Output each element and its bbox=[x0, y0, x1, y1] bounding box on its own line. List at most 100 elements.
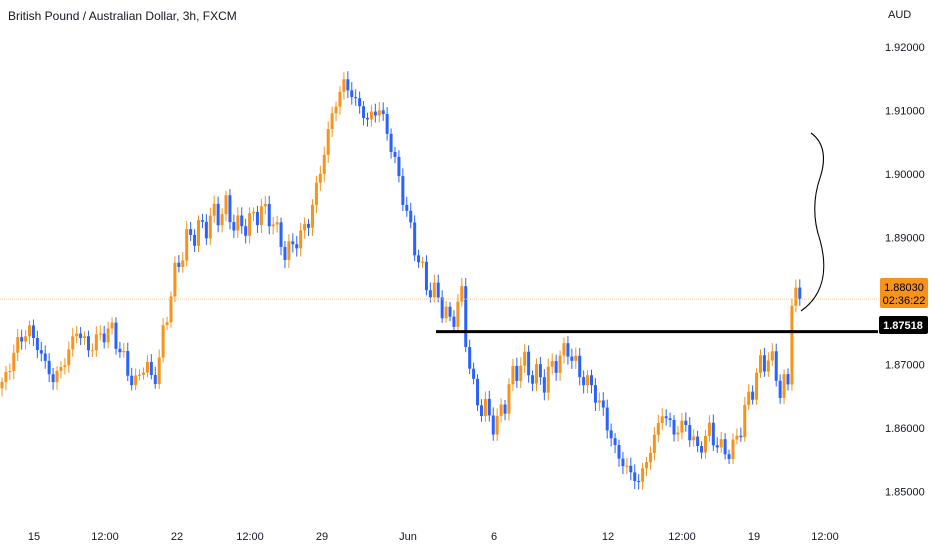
candle-body bbox=[385, 113, 389, 134]
candle-body bbox=[680, 420, 684, 433]
candle bbox=[424, 255, 428, 296]
candle bbox=[570, 348, 574, 369]
candle bbox=[24, 330, 28, 350]
candle bbox=[527, 345, 531, 383]
candle-body bbox=[354, 97, 358, 99]
time-tick-label: 12 bbox=[602, 531, 614, 543]
candle-body bbox=[4, 371, 8, 382]
candle bbox=[114, 317, 118, 355]
candle-body bbox=[660, 416, 664, 423]
candle-body bbox=[362, 106, 366, 118]
candle-body bbox=[790, 305, 794, 385]
candle-body bbox=[727, 454, 731, 459]
candle bbox=[648, 446, 652, 470]
candle-body bbox=[558, 355, 562, 373]
candle bbox=[110, 317, 114, 335]
candle bbox=[28, 320, 32, 345]
candle-body bbox=[719, 439, 723, 448]
candle-body bbox=[393, 152, 397, 157]
candle bbox=[483, 391, 487, 422]
time-tick-label: 12:00 bbox=[811, 531, 839, 543]
candle bbox=[118, 341, 122, 358]
candle bbox=[314, 175, 318, 214]
candle bbox=[193, 229, 197, 252]
candle bbox=[479, 399, 483, 422]
candle-body bbox=[688, 425, 692, 441]
candle bbox=[240, 207, 244, 234]
candle-body bbox=[169, 296, 173, 323]
candle-body bbox=[71, 336, 75, 350]
candle bbox=[703, 429, 707, 459]
candle bbox=[157, 349, 161, 389]
candle bbox=[271, 216, 275, 235]
candle bbox=[448, 302, 452, 322]
candle bbox=[185, 221, 189, 267]
time-tick-label: 12:00 bbox=[91, 531, 119, 543]
candle-body bbox=[554, 361, 558, 373]
candle bbox=[417, 249, 421, 268]
candle bbox=[515, 357, 519, 388]
candle bbox=[495, 408, 499, 441]
candle-body bbox=[621, 458, 625, 467]
candle-body bbox=[314, 182, 318, 205]
candle bbox=[652, 427, 656, 461]
candle-body bbox=[766, 360, 770, 372]
candle bbox=[409, 202, 413, 229]
candle-body bbox=[479, 405, 483, 417]
candle-body bbox=[570, 356, 574, 361]
candle bbox=[342, 72, 346, 100]
candle-body bbox=[735, 435, 739, 440]
candle-body bbox=[47, 360, 51, 375]
candle-body bbox=[204, 221, 208, 239]
candle bbox=[680, 413, 684, 440]
candle-body bbox=[648, 452, 652, 463]
candle bbox=[436, 274, 440, 303]
candle bbox=[98, 325, 102, 341]
candle-body bbox=[310, 204, 314, 228]
candle bbox=[252, 207, 256, 222]
candle bbox=[279, 217, 283, 256]
candle-body bbox=[279, 222, 283, 247]
candle-body bbox=[94, 334, 98, 351]
candle bbox=[766, 352, 770, 377]
candle-body bbox=[609, 430, 613, 439]
candle bbox=[558, 350, 562, 381]
candle-body bbox=[291, 241, 295, 245]
candle-body bbox=[401, 176, 405, 205]
candle-body bbox=[711, 422, 715, 446]
candle-body bbox=[79, 333, 83, 339]
candle-body bbox=[287, 241, 291, 260]
candle bbox=[778, 374, 782, 404]
candle-body bbox=[476, 378, 480, 406]
candle-body bbox=[240, 215, 244, 227]
candle bbox=[444, 300, 448, 323]
candle bbox=[212, 195, 216, 223]
candle-body bbox=[118, 348, 122, 353]
candle bbox=[743, 396, 747, 442]
candle-body bbox=[177, 262, 181, 267]
candle-body bbox=[232, 222, 236, 231]
candle bbox=[90, 343, 94, 357]
price-axis-unit: AUD bbox=[888, 9, 912, 21]
candle bbox=[507, 378, 511, 421]
candle-body bbox=[656, 422, 660, 435]
candle bbox=[51, 367, 55, 390]
candle-body bbox=[220, 214, 224, 226]
candle-body bbox=[322, 154, 326, 174]
candle-body bbox=[185, 229, 189, 261]
candle-body bbox=[456, 301, 460, 327]
candle bbox=[578, 347, 582, 386]
chart-title: British Pound / Australian Dollar, 3h, F… bbox=[8, 9, 237, 23]
candle bbox=[668, 412, 672, 428]
candle bbox=[31, 319, 35, 347]
candle bbox=[534, 358, 538, 392]
candle-body bbox=[472, 368, 476, 379]
candle bbox=[464, 278, 468, 353]
candle bbox=[224, 190, 228, 222]
candle-body bbox=[546, 366, 550, 393]
candle-body bbox=[193, 234, 197, 246]
candle bbox=[141, 367, 145, 380]
candle-body bbox=[244, 226, 248, 236]
